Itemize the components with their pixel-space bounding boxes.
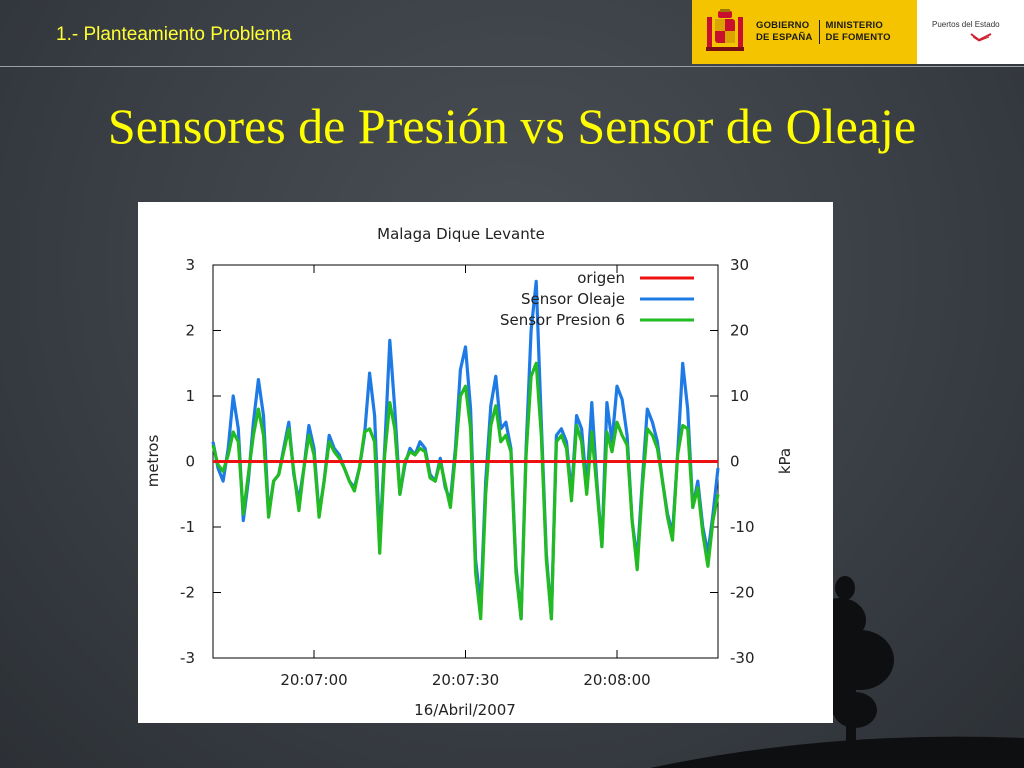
x-tick-label: 20:07:30 bbox=[432, 671, 499, 689]
y-tick-label: 2 bbox=[185, 322, 195, 340]
x-tick-label: 20:07:00 bbox=[280, 671, 347, 689]
ministerio-line-1: MINISTERIO bbox=[825, 20, 883, 31]
legend-label: Sensor Presion 6 bbox=[500, 311, 625, 329]
section-label: 1.- Planteamiento Problema bbox=[56, 24, 292, 45]
government-logo: GOBIERNO DE ESPAÑA MINISTERIO DE FOMENTO bbox=[692, 0, 917, 64]
y-tick-label: 0 bbox=[185, 453, 195, 471]
y2-tick-label: -20 bbox=[730, 584, 755, 602]
bottom-axis: 20:07:00 20:07:30 20:08:00 bbox=[280, 265, 651, 689]
header-band bbox=[0, 0, 1024, 67]
puertos-mark-icon bbox=[970, 33, 992, 42]
y2-tick-label: -30 bbox=[730, 649, 755, 667]
legend-label: Sensor Oleaje bbox=[521, 290, 625, 308]
gobierno-line-1: GOBIERNO bbox=[756, 20, 810, 31]
coat-of-arms-icon bbox=[704, 9, 746, 55]
chart-title: Malaga Dique Levante bbox=[377, 225, 545, 243]
y2-tick-label: -10 bbox=[730, 518, 755, 536]
gobierno-label: GOBIERNO DE ESPAÑA bbox=[756, 20, 820, 44]
y-tick-label: 3 bbox=[185, 256, 195, 274]
slide-title: Sensores de Presión vs Sensor de Oleaje bbox=[107, 98, 917, 154]
legend-label: origen bbox=[577, 269, 625, 287]
ministerio-line-2: DE FOMENTO bbox=[825, 32, 891, 43]
y2-tick-label: 30 bbox=[730, 256, 749, 274]
y2-tick-label: 20 bbox=[730, 322, 749, 340]
series-group bbox=[211, 279, 720, 621]
gobierno-line-2: DE ESPAÑA bbox=[756, 32, 813, 43]
chart-panel: Malaga Dique Levante 3 2 1 0 -1 -2 -3 30 20 10 0-… bbox=[138, 202, 833, 723]
ministerio-label: MINISTERIO DE FOMENTO bbox=[826, 20, 891, 44]
y-tick-label: -1 bbox=[180, 518, 195, 536]
y-axis-label: metros bbox=[144, 435, 162, 488]
y-tick-label: -3 bbox=[180, 649, 195, 667]
legend: origen Sensor Oleaje Sensor Presion 6 bbox=[500, 269, 694, 329]
y2-tick-label: 10 bbox=[730, 387, 749, 405]
y2-tick-label: 0 bbox=[730, 453, 740, 471]
y2-axis-label: kPa bbox=[776, 448, 794, 474]
puertos-logo: Puertos del Estado bbox=[917, 0, 1024, 64]
x-tick-label: 20:08:00 bbox=[583, 671, 650, 689]
right-axis: 30 20 10 0 -10 -20 -30 bbox=[710, 256, 755, 667]
puertos-label: Puertos del Estado bbox=[932, 20, 1000, 29]
left-axis: 3 2 1 0 -1 -2 -3 bbox=[180, 256, 221, 667]
y-tick-label: 1 bbox=[185, 387, 195, 405]
y-tick-label: -2 bbox=[180, 584, 195, 602]
x-axis-label: 16/Abril/2007 bbox=[414, 701, 516, 719]
series-line-sensor-presion-6 bbox=[211, 361, 720, 621]
series-line-sensor-oleaje bbox=[211, 279, 720, 621]
